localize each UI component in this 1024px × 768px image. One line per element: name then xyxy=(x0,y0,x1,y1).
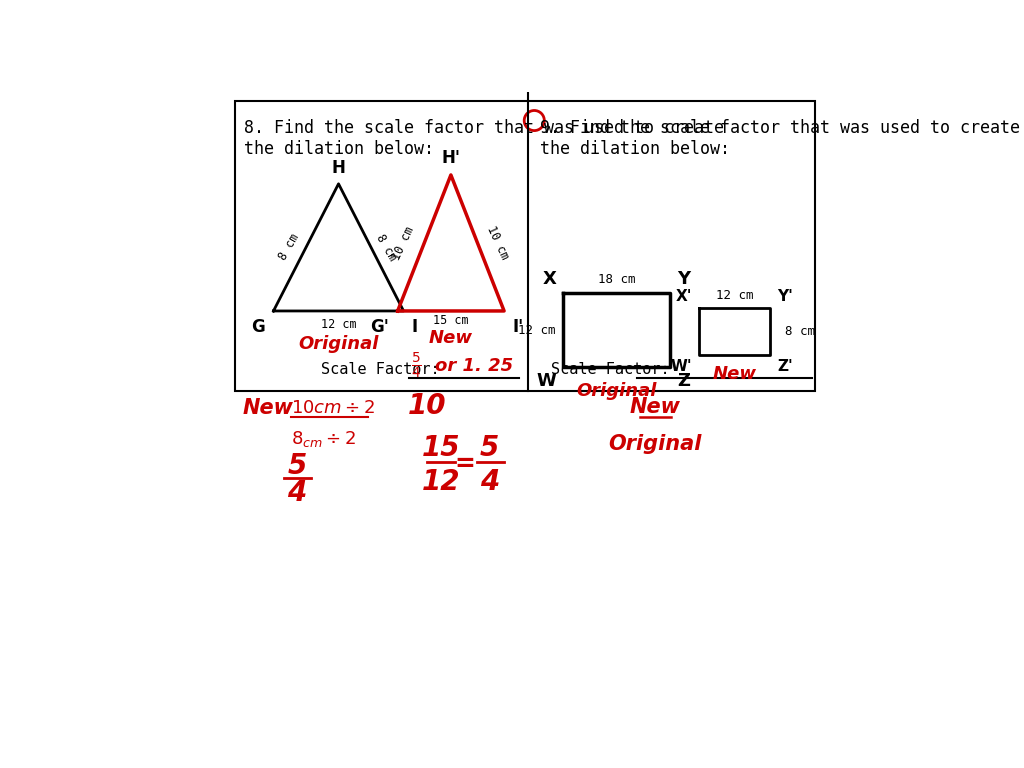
Text: 5: 5 xyxy=(288,452,307,479)
Text: H': H' xyxy=(441,149,461,167)
Text: 10 cm: 10 cm xyxy=(484,224,512,262)
Text: 4: 4 xyxy=(479,468,499,495)
Text: New: New xyxy=(242,399,293,419)
Text: 4: 4 xyxy=(288,479,307,508)
Text: G: G xyxy=(252,318,265,336)
Text: =: = xyxy=(454,452,475,475)
Text: Original: Original xyxy=(608,434,701,454)
Text: $\frac{5}{4}$: $\frac{5}{4}$ xyxy=(412,351,422,381)
Text: 5: 5 xyxy=(479,434,499,462)
Text: 10 cm: 10 cm xyxy=(390,224,417,262)
Text: or 1. 25: or 1. 25 xyxy=(435,357,513,376)
Text: 10: 10 xyxy=(408,392,446,420)
Text: 12: 12 xyxy=(422,468,460,495)
Text: 9. Find the scale factor that was used to create
the dilation below:: 9. Find the scale factor that was used t… xyxy=(540,119,1020,157)
Text: New: New xyxy=(713,365,757,383)
Text: 8 cm: 8 cm xyxy=(785,325,815,338)
Text: Scale Factor:: Scale Factor: xyxy=(321,362,439,377)
Bar xyxy=(236,101,814,391)
Text: New: New xyxy=(429,329,473,347)
Text: 15 cm: 15 cm xyxy=(433,314,469,327)
Text: New: New xyxy=(630,397,680,417)
Text: Original: Original xyxy=(298,336,379,353)
Text: X': X' xyxy=(676,290,692,304)
Text: 12 cm: 12 cm xyxy=(321,317,356,330)
Text: Z: Z xyxy=(677,372,689,390)
Text: Original: Original xyxy=(577,382,656,399)
Text: 8 cm: 8 cm xyxy=(373,232,398,263)
Text: 15: 15 xyxy=(422,434,460,462)
Text: I': I' xyxy=(512,318,523,336)
Text: Y': Y' xyxy=(777,290,794,304)
Text: 8 cm: 8 cm xyxy=(276,232,302,263)
Text: G': G' xyxy=(371,318,389,336)
Text: H: H xyxy=(332,159,345,177)
Text: $10cm\div2$: $10cm\div2$ xyxy=(291,399,376,417)
Text: W: W xyxy=(537,372,556,390)
Text: 8. Find the scale factor that was used to create
the dilation below:: 8. Find the scale factor that was used t… xyxy=(244,119,724,157)
Text: Y: Y xyxy=(677,270,690,289)
Text: I: I xyxy=(412,318,418,336)
Text: W': W' xyxy=(671,359,692,374)
Text: 12 cm: 12 cm xyxy=(518,323,555,336)
Text: X: X xyxy=(543,270,556,289)
Text: Z': Z' xyxy=(777,359,793,374)
Text: $8_{cm}\div2$: $8_{cm}\div2$ xyxy=(291,429,356,449)
Text: 12 cm: 12 cm xyxy=(716,289,754,302)
Text: Scale Factor:: Scale Factor: xyxy=(551,362,670,377)
Text: 18 cm: 18 cm xyxy=(598,273,635,286)
